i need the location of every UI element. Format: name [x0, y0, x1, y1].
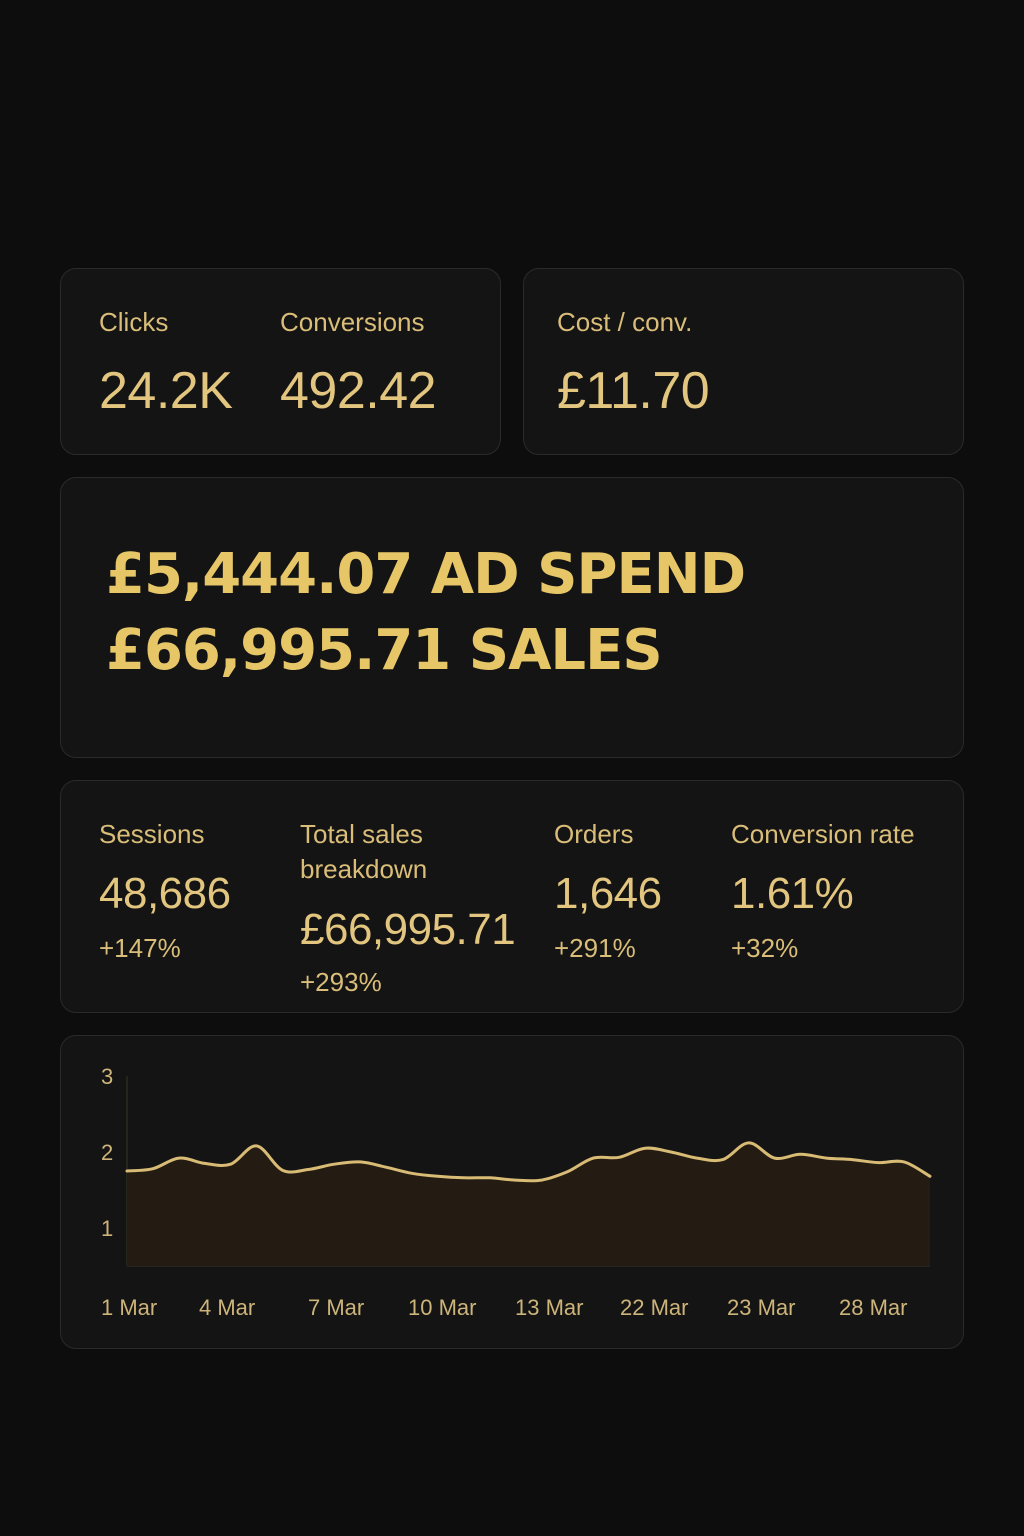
cost-per-conversion-label: Cost / conv.: [557, 307, 693, 337]
sales-headline: £66,995.71 SALES: [106, 618, 663, 683]
clicks-label: Clicks: [99, 307, 169, 337]
hero-summary-card: £5,444.07 AD SPEND £66,995.71 SALES: [60, 477, 964, 758]
orders-change: +291%: [554, 933, 636, 963]
x-tick-label: 10 Mar: [408, 1295, 476, 1320]
total-sales-value: £66,995.71: [300, 905, 516, 954]
y-tick-label: 3: [101, 1064, 113, 1089]
y-tick-label: 1: [101, 1216, 113, 1241]
x-tick-label: 28 Mar: [839, 1295, 907, 1320]
area-fill: [127, 1142, 930, 1266]
orders-label: Orders: [554, 819, 634, 849]
x-tick-label: 4 Mar: [199, 1295, 255, 1320]
y-tick-label: 2: [101, 1140, 113, 1165]
conversion-rate-change: +32%: [731, 933, 799, 963]
sessions-value: 48,686: [99, 869, 231, 918]
total-sales-change: +293%: [300, 967, 382, 997]
sessions-label: Sessions: [99, 819, 205, 849]
conversions-value: 492.42: [280, 362, 437, 420]
cost-per-conversion-card: Cost / conv. £11.70: [523, 268, 964, 455]
area-chart: 3 2 1 1 Mar 4 Mar 7 Mar 10 Mar 13 Mar 22 Mar 23 …: [101, 1064, 932, 1320]
ad-spend-headline: £5,444.07 AD SPEND: [106, 542, 746, 607]
total-sales-label-line1: Total sales: [300, 819, 423, 849]
conversion-rate-label: Conversion rate: [731, 819, 915, 849]
x-tick-label: 13 Mar: [515, 1295, 583, 1320]
orders-value: 1,646: [554, 869, 662, 918]
x-tick-label: 22 Mar: [620, 1295, 688, 1320]
clicks-conversions-card: Clicks 24.2K Conversions 492.42: [60, 268, 501, 455]
x-tick-label: 7 Mar: [308, 1295, 364, 1320]
x-tick-label: 1 Mar: [101, 1295, 157, 1320]
conversion-rate-value: 1.61%: [731, 869, 854, 918]
metrics-card: Sessions 48,686 +147% Total sales breakd…: [60, 780, 964, 1013]
x-tick-label: 23 Mar: [727, 1295, 795, 1320]
total-sales-label-line2: breakdown: [300, 854, 428, 884]
cost-per-conversion-value: £11.70: [557, 362, 710, 420]
chart-card: 3 2 1 1 Mar 4 Mar 7 Mar 10 Mar 13 Mar 22 Mar 23 …: [60, 1035, 964, 1349]
series-line: [125, 1141, 932, 1183]
conversions-label: Conversions: [280, 307, 425, 337]
clicks-value: 24.2K: [99, 362, 233, 420]
sessions-change: +147%: [99, 933, 181, 963]
